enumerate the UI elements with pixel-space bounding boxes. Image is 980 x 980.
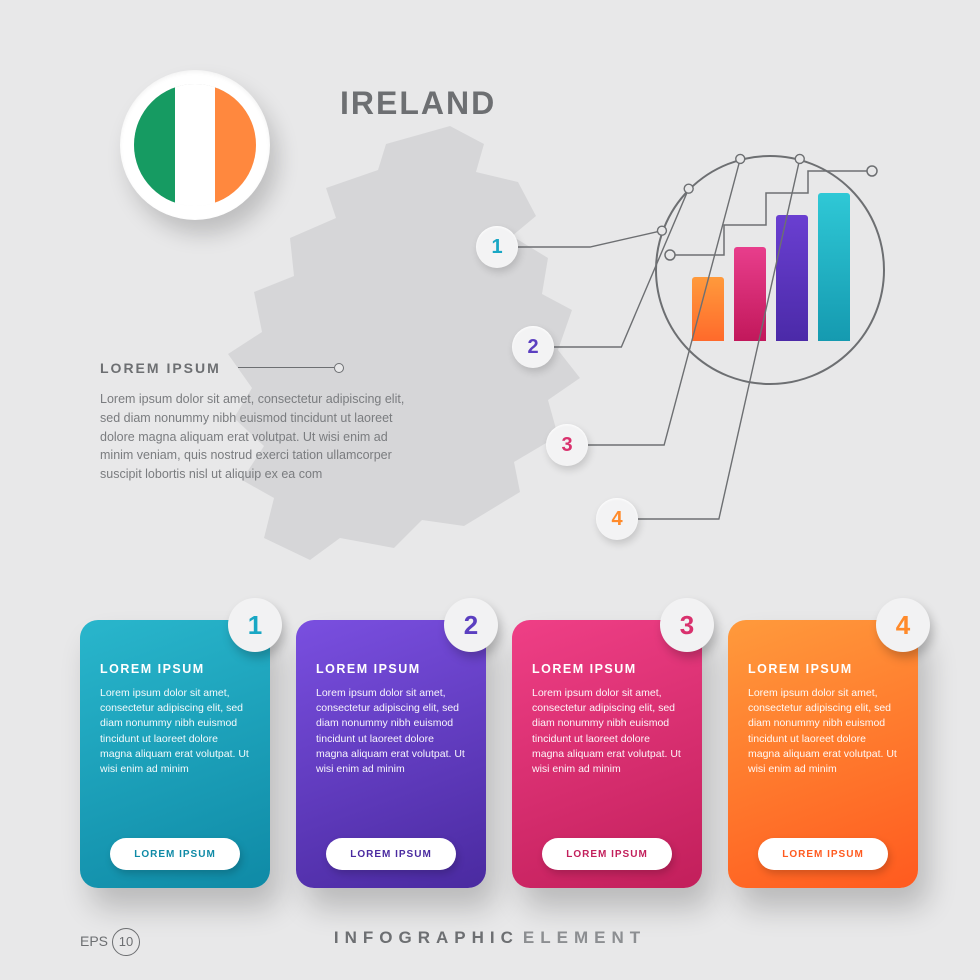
card-title: LOREM IPSUM [748, 662, 898, 676]
card-number-badge: 3 [660, 598, 714, 652]
card-title: LOREM IPSUM [532, 662, 682, 676]
description-heading: LOREM IPSUM [100, 360, 410, 376]
card-body: Lorem ipsum dolor sit amet, consectetur … [316, 686, 466, 777]
card-button[interactable]: LOREM IPSUM [110, 838, 240, 870]
chart-bar [776, 215, 808, 341]
info-card: 3LOREM IPSUMLorem ipsum dolor sit amet, … [512, 620, 702, 888]
card-title: LOREM IPSUM [100, 662, 250, 676]
card-number-badge: 1 [228, 598, 282, 652]
card-number-badge: 2 [444, 598, 498, 652]
number-pin: 2 [512, 326, 554, 368]
card-body: Lorem ipsum dolor sit amet, consectetur … [100, 686, 250, 777]
cards-row: 1LOREM IPSUMLorem ipsum dolor sit amet, … [80, 620, 918, 888]
ireland-flag-icon [134, 84, 256, 206]
number-pin: 3 [546, 424, 588, 466]
card-button[interactable]: LOREM IPSUM [326, 838, 456, 870]
info-card: 1LOREM IPSUMLorem ipsum dolor sit amet, … [80, 620, 270, 888]
flag-badge [120, 70, 270, 220]
page-title: IRELAND [340, 85, 496, 122]
card-body: Lorem ipsum dolor sit amet, consectetur … [532, 686, 682, 777]
card-button[interactable]: LOREM IPSUM [542, 838, 672, 870]
card-button[interactable]: LOREM IPSUM [758, 838, 888, 870]
footer-label: INFOGRAPHICELEMENT [334, 928, 646, 948]
description-block: LOREM IPSUM Lorem ipsum dolor sit amet, … [100, 360, 410, 484]
number-pin: 4 [596, 498, 638, 540]
eps-badge: EPS10 [80, 928, 140, 956]
ireland-map [200, 120, 630, 590]
number-pin: 1 [476, 226, 518, 268]
description-body: Lorem ipsum dolor sit amet, consectetur … [100, 390, 410, 484]
chart-bar [818, 193, 850, 341]
chart-bar [692, 277, 724, 341]
chart-bar [734, 247, 766, 341]
info-card: 2LOREM IPSUMLorem ipsum dolor sit amet, … [296, 620, 486, 888]
card-title: LOREM IPSUM [316, 662, 466, 676]
card-body: Lorem ipsum dolor sit amet, consectetur … [748, 686, 898, 777]
card-number-badge: 4 [876, 598, 930, 652]
bar-chart [692, 193, 850, 341]
chart-circle [655, 155, 885, 385]
info-card: 4LOREM IPSUMLorem ipsum dolor sit amet, … [728, 620, 918, 888]
